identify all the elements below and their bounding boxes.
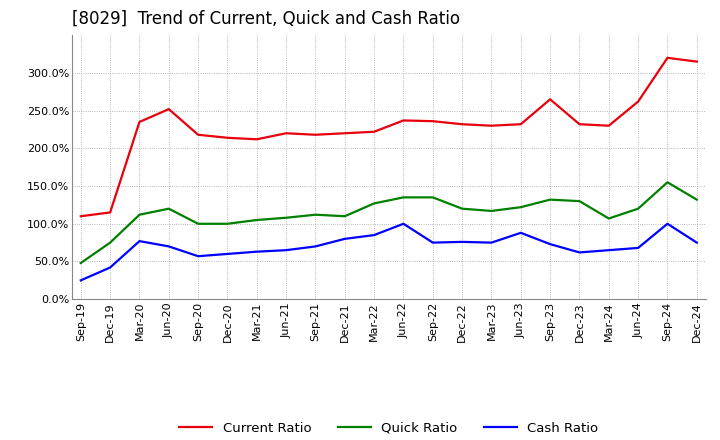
Current Ratio — [341, 131, 349, 136]
Cash Ratio — [663, 221, 672, 227]
Current Ratio — [634, 99, 642, 104]
Cash Ratio — [135, 238, 144, 244]
Quick Ratio — [458, 206, 467, 211]
Quick Ratio — [487, 208, 496, 213]
Line: Current Ratio: Current Ratio — [81, 58, 697, 216]
Cash Ratio — [164, 244, 173, 249]
Current Ratio — [399, 118, 408, 123]
Quick Ratio — [634, 206, 642, 211]
Cash Ratio — [458, 239, 467, 245]
Quick Ratio — [428, 195, 437, 200]
Current Ratio — [370, 129, 379, 134]
Cash Ratio — [223, 251, 232, 257]
Current Ratio — [428, 118, 437, 124]
Current Ratio — [76, 213, 85, 219]
Cash Ratio — [693, 240, 701, 245]
Quick Ratio — [516, 205, 525, 210]
Quick Ratio — [546, 197, 554, 202]
Cash Ratio — [575, 250, 584, 255]
Current Ratio — [223, 135, 232, 140]
Quick Ratio — [399, 195, 408, 200]
Cash Ratio — [311, 244, 320, 249]
Cash Ratio — [341, 236, 349, 242]
Legend: Current Ratio, Quick Ratio, Cash Ratio: Current Ratio, Quick Ratio, Cash Ratio — [174, 417, 604, 440]
Cash Ratio — [282, 248, 290, 253]
Line: Quick Ratio: Quick Ratio — [81, 182, 697, 263]
Quick Ratio — [282, 215, 290, 220]
Quick Ratio — [76, 260, 85, 266]
Cash Ratio — [605, 248, 613, 253]
Quick Ratio — [311, 212, 320, 217]
Cash Ratio — [487, 240, 496, 245]
Cash Ratio — [194, 253, 202, 259]
Current Ratio — [194, 132, 202, 137]
Quick Ratio — [223, 221, 232, 227]
Cash Ratio — [428, 240, 437, 245]
Current Ratio — [516, 121, 525, 127]
Current Ratio — [164, 106, 173, 112]
Current Ratio — [106, 210, 114, 215]
Quick Ratio — [663, 180, 672, 185]
Quick Ratio — [253, 217, 261, 223]
Current Ratio — [693, 59, 701, 64]
Cash Ratio — [370, 232, 379, 238]
Quick Ratio — [135, 212, 144, 217]
Current Ratio — [663, 55, 672, 60]
Quick Ratio — [164, 206, 173, 211]
Quick Ratio — [693, 197, 701, 202]
Quick Ratio — [605, 216, 613, 221]
Line: Cash Ratio: Cash Ratio — [81, 224, 697, 280]
Quick Ratio — [194, 221, 202, 227]
Cash Ratio — [516, 230, 525, 235]
Quick Ratio — [370, 201, 379, 206]
Current Ratio — [282, 131, 290, 136]
Current Ratio — [311, 132, 320, 137]
Quick Ratio — [341, 213, 349, 219]
Current Ratio — [458, 121, 467, 127]
Cash Ratio — [634, 245, 642, 250]
Current Ratio — [253, 137, 261, 142]
Cash Ratio — [106, 265, 114, 270]
Cash Ratio — [76, 278, 85, 283]
Current Ratio — [605, 123, 613, 128]
Cash Ratio — [253, 249, 261, 254]
Text: [8029]  Trend of Current, Quick and Cash Ratio: [8029] Trend of Current, Quick and Cash … — [72, 10, 460, 28]
Current Ratio — [546, 97, 554, 102]
Quick Ratio — [106, 240, 114, 245]
Current Ratio — [575, 121, 584, 127]
Current Ratio — [135, 119, 144, 125]
Quick Ratio — [575, 198, 584, 204]
Cash Ratio — [399, 221, 408, 227]
Current Ratio — [487, 123, 496, 128]
Cash Ratio — [546, 242, 554, 247]
